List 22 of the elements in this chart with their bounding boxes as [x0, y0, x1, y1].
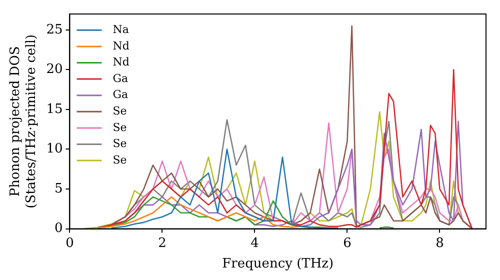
legend-label: Nd [112, 56, 130, 69]
legend-label: Na [112, 23, 130, 36]
legend-label: Se [112, 153, 127, 166]
legend-label: Ga [112, 72, 129, 85]
y-tick-label: 25 [46, 22, 63, 38]
y-tick-label: 20 [46, 62, 63, 78]
y-axis-title: Phonon projected DOS (States/THz·primitive cell) [8, 34, 39, 208]
legend-label: Se [112, 120, 127, 134]
y-tick-label: 0 [54, 221, 63, 236]
x-tick-label: 6 [343, 236, 352, 251]
x-tick-label: 8 [436, 236, 444, 251]
legend-label: Se [112, 137, 127, 150]
legend-label: Ga [112, 88, 129, 102]
y-tick-label: 15 [46, 102, 63, 117]
x-tick-label: 0 [66, 236, 74, 251]
legend-label: Nd [112, 39, 130, 52]
x-axis-title: Frequency (THz) [222, 256, 334, 272]
legend-label: Se [112, 104, 127, 118]
x-tick-label: 4 [250, 236, 259, 251]
x-tick-label: 2 [158, 236, 166, 251]
y-tick-label: 5 [54, 181, 63, 196]
y-tick-label: 10 [46, 142, 63, 157]
